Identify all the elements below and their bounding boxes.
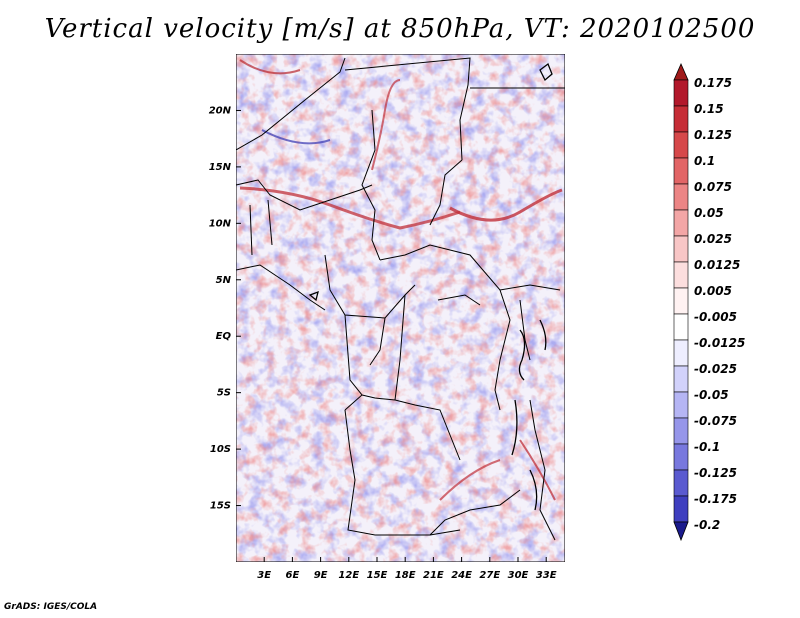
colorbar-bin <box>673 209 689 237</box>
map-title: Vertical velocity [m/s] at 850hPa, VT: 2… <box>44 14 756 44</box>
ascent-band-southeast <box>519 439 556 501</box>
colorbar-label: -0.2 <box>694 518 720 532</box>
longitude-axis: 3E 6E 9E 12E 15E 18E 21E 24E 27E 30E 33E <box>257 557 557 581</box>
lat-tick-label: 15N <box>209 162 232 173</box>
lon-tick-label: 12E <box>338 570 359 581</box>
colorbar-label: -0.025 <box>694 362 737 376</box>
colorbar-label: 0.175 <box>694 76 732 90</box>
colorbar-label: -0.125 <box>694 466 737 480</box>
lat-tick-label: EQ <box>216 331 232 342</box>
colorbar-bin <box>673 469 689 497</box>
colorbar-bin <box>673 313 689 341</box>
lat-tick-label: 10N <box>209 218 232 229</box>
colorbar-label: 0.0125 <box>694 258 740 272</box>
colorbar-label: 0.125 <box>694 128 732 142</box>
colorbar-bin <box>673 79 689 107</box>
ascent-band-northwest <box>239 59 301 75</box>
lake-outlines <box>308 62 553 511</box>
colorbar-label: 0.005 <box>694 284 732 298</box>
colorbar-bin <box>673 131 689 159</box>
descent-band-north <box>261 129 331 145</box>
credit-label: GrADS: IGES/COLA <box>4 602 98 612</box>
ascending-field <box>236 54 565 562</box>
velocity-field <box>236 54 565 562</box>
colorbar-bin <box>673 495 689 523</box>
colorbar-label: -0.05 <box>694 388 729 402</box>
colorbar: 0.175 0.15 0.125 0.1 0.075 0.05 0.025 0.0125 0.0… <box>673 63 745 542</box>
colorbar-label: -0.175 <box>694 492 737 506</box>
lon-tick-label: 3E <box>257 570 271 581</box>
colorbar-top-arrow <box>673 63 689 81</box>
colorbar-bin <box>673 235 689 263</box>
colorbar-bin <box>673 105 689 133</box>
colorbar-bin <box>673 261 689 289</box>
colorbar-bin <box>673 443 689 471</box>
colorbar-bin <box>673 391 689 419</box>
colorbar-label: 0.075 <box>694 180 732 194</box>
ascent-band-north <box>371 79 401 171</box>
lon-tick-label: 24E <box>451 570 472 581</box>
colorbar-label: 0.15 <box>694 102 724 116</box>
colorbar-bottom-arrow <box>673 521 689 542</box>
colorbar-label: -0.075 <box>694 414 737 428</box>
latitude-axis: 20N 15N 10N 5N EQ 5S 10S 15S <box>209 105 241 512</box>
lon-tick-label: 9E <box>314 570 328 581</box>
lon-tick-label: 33E <box>536 570 557 581</box>
lon-tick-label: 15E <box>367 570 388 581</box>
ascent-band-sahel-east <box>449 188 563 222</box>
lat-tick-label: 20N <box>209 105 232 116</box>
colorbar-label: 0.05 <box>694 206 724 220</box>
colorbar-bin <box>673 339 689 367</box>
lat-tick-label: 10S <box>210 444 231 455</box>
colorbar-bin <box>673 417 689 445</box>
country-boundaries <box>236 57 565 541</box>
lat-tick-label: 5N <box>216 275 232 286</box>
lon-tick-label: 18E <box>395 570 416 581</box>
ascent-band-sahel-west <box>239 186 461 230</box>
colorbar-label: -0.0125 <box>694 336 745 350</box>
colorbar-label: -0.005 <box>694 310 737 324</box>
colorbar-bin <box>673 287 689 315</box>
colorbar-bin <box>673 157 689 185</box>
lon-tick-label: 30E <box>508 570 529 581</box>
colorbar-label: 0.1 <box>694 154 715 168</box>
lon-tick-label: 6E <box>286 570 300 581</box>
colorbar-label: 0.025 <box>694 232 732 246</box>
lat-tick-label: 15S <box>210 501 231 512</box>
lat-tick-label: 5S <box>217 388 231 399</box>
lon-tick-label: 21E <box>423 570 444 581</box>
ascent-band-south <box>439 459 501 501</box>
colorbar-bin <box>673 183 689 211</box>
colorbar-bin <box>673 365 689 393</box>
lon-tick-label: 27E <box>479 570 500 581</box>
colorbar-label: -0.1 <box>694 440 720 454</box>
